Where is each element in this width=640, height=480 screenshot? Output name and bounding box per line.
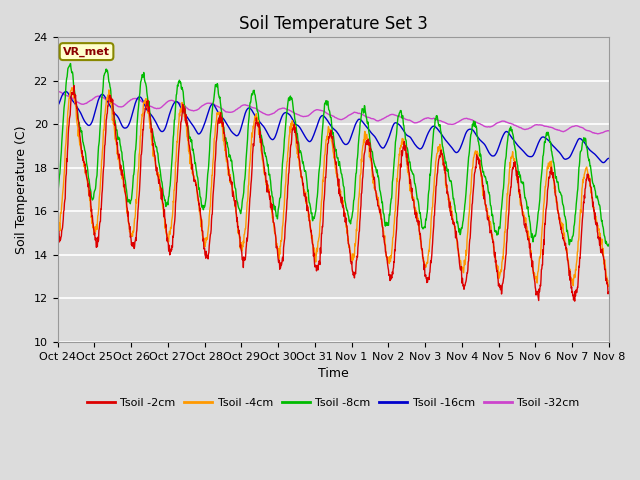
Line: Tsoil -8cm: Tsoil -8cm [58,63,609,246]
Tsoil -2cm [70,83,78,88]
Tsoil -4cm [604,284,612,289]
Tsoil -32cm [540,123,548,129]
Tsoil -2cm [163,238,171,244]
Tsoil -8cm [605,243,612,249]
Tsoil -8cm [163,199,171,205]
Tsoil -4cm [68,85,76,91]
X-axis label: Time: Time [318,367,349,380]
Line: Tsoil -4cm: Tsoil -4cm [58,88,609,287]
Tsoil -16cm [599,160,607,166]
Tsoil -2cm [605,289,612,295]
Tsoil -2cm [54,223,61,229]
Tsoil -16cm [62,89,70,95]
Tsoil -2cm [238,257,246,263]
Tsoil -4cm [605,283,612,288]
Tsoil -8cm [54,190,61,195]
Legend: Tsoil -2cm, Tsoil -4cm, Tsoil -8cm, Tsoil -16cm, Tsoil -32cm: Tsoil -2cm, Tsoil -4cm, Tsoil -8cm, Tsoi… [83,393,584,412]
Tsoil -8cm [540,149,548,155]
Tsoil -16cm [419,143,427,149]
Y-axis label: Soil Temperature (C): Soil Temperature (C) [15,125,28,254]
Tsoil -32cm [419,117,427,122]
Tsoil -2cm [571,298,579,304]
Tsoil -8cm [419,226,427,232]
Tsoil -32cm [177,101,184,107]
Tsoil -8cm [238,199,246,205]
Tsoil -2cm [540,237,548,242]
Tsoil -32cm [605,128,612,134]
Tsoil -32cm [54,89,61,95]
Line: Tsoil -16cm: Tsoil -16cm [58,92,609,163]
Tsoil -16cm [238,121,246,127]
Tsoil -8cm [67,60,74,66]
Title: Soil Temperature Set 3: Soil Temperature Set 3 [239,15,428,33]
Tsoil -2cm [491,250,499,255]
Tsoil -16cm [605,156,612,161]
Line: Tsoil -2cm: Tsoil -2cm [58,85,609,301]
Text: VR_met: VR_met [63,47,110,57]
Tsoil -8cm [491,228,499,234]
Tsoil -16cm [54,102,61,108]
Tsoil -4cm [491,252,499,257]
Tsoil -4cm [419,256,427,262]
Tsoil -8cm [605,241,612,247]
Tsoil -4cm [54,223,61,229]
Tsoil -4cm [177,106,184,112]
Tsoil -8cm [177,79,184,85]
Tsoil -16cm [163,120,171,125]
Tsoil -32cm [54,89,62,95]
Tsoil -4cm [238,244,246,250]
Tsoil -16cm [177,104,184,110]
Tsoil -4cm [540,203,548,208]
Tsoil -32cm [163,99,171,105]
Line: Tsoil -32cm: Tsoil -32cm [58,92,609,134]
Tsoil -2cm [177,126,184,132]
Tsoil -2cm [419,254,427,260]
Tsoil -32cm [238,103,246,108]
Tsoil -32cm [594,131,602,137]
Tsoil -32cm [491,121,499,127]
Tsoil -16cm [491,152,499,158]
Tsoil -16cm [540,134,548,140]
Tsoil -4cm [163,232,171,238]
